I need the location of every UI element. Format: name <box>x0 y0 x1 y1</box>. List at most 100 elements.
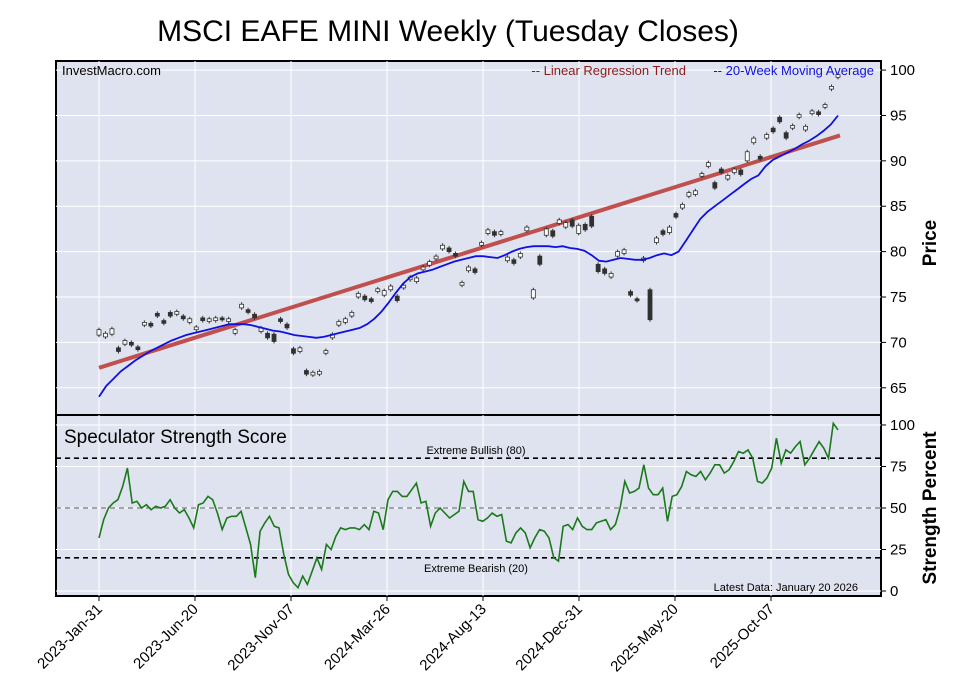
candle-body <box>213 317 219 321</box>
candle-body <box>530 289 536 299</box>
candle-body <box>751 137 757 144</box>
price-y-tick-label: 85 <box>890 198 907 215</box>
candle-body <box>323 350 329 354</box>
price-y-axis-label: Price <box>920 220 941 266</box>
candle-body <box>317 371 322 375</box>
candle-body <box>414 277 420 282</box>
candle-body <box>738 169 744 175</box>
candle-body <box>232 329 238 334</box>
score-y-axis-label: Strength Percent <box>920 431 941 585</box>
candle-body <box>816 111 821 115</box>
candle-body <box>297 347 303 352</box>
score-y-tick-label: 50 <box>890 500 907 517</box>
score-y-tick-label: 100 <box>890 417 915 434</box>
x-tick-label: 2023-Jan-31 <box>34 601 106 673</box>
candle-body <box>608 272 614 278</box>
moving-average-line <box>98 114 839 398</box>
candle-body <box>524 226 530 232</box>
candle-body <box>180 315 186 320</box>
candle-body <box>129 341 134 346</box>
score-panel-title: Speculator Strength Score <box>64 427 287 448</box>
candle-body <box>174 311 180 315</box>
score-y-ticks: 0 25 50 75 100 <box>881 417 915 600</box>
candle-body <box>699 173 705 177</box>
candle-body <box>485 229 491 234</box>
price-y-tick-label: 95 <box>890 107 907 124</box>
candle-body <box>284 323 290 329</box>
candle-body <box>680 204 685 209</box>
candle-body <box>712 182 718 189</box>
price-y-tick-label: 65 <box>890 380 907 397</box>
candle-body <box>673 213 679 218</box>
candle-body <box>342 318 348 323</box>
score-line <box>98 421 839 590</box>
legend-regression: -- Linear Regression Trend <box>531 63 686 78</box>
score-path <box>98 421 839 590</box>
candle-body <box>692 190 698 195</box>
candle-body <box>440 244 445 250</box>
candle-body <box>141 322 147 326</box>
candle-body <box>725 174 731 180</box>
candle-body <box>154 312 160 317</box>
candle-body <box>219 317 225 321</box>
candle-body <box>167 312 173 317</box>
candlesticks <box>96 72 841 378</box>
candle-body <box>394 295 400 302</box>
candle-body <box>504 256 510 262</box>
candle-body <box>472 268 478 273</box>
candle-body <box>517 253 523 258</box>
candle-body <box>226 318 232 322</box>
candle-body <box>349 312 355 317</box>
candle-body <box>109 328 115 335</box>
price-y-tick-label: 90 <box>890 153 907 170</box>
candle-body <box>621 249 627 254</box>
candle-body <box>265 332 270 339</box>
candle-body <box>161 320 167 324</box>
score-panel-background <box>55 414 882 597</box>
threshold-lines: Extreme Bullish (80) Extreme Bearish (20) <box>56 445 881 575</box>
x-tick-label: 2023-Jun-20 <box>130 601 202 673</box>
candle-body <box>829 86 834 90</box>
candle-body <box>511 259 517 264</box>
candle-body <box>790 125 796 129</box>
candle-body <box>148 322 154 327</box>
candle-body <box>576 224 582 234</box>
candle-body <box>543 228 549 236</box>
price-y-tick-label: 70 <box>890 334 907 351</box>
candle-body <box>187 318 193 323</box>
candle-body <box>433 255 439 260</box>
candle-body <box>589 215 595 227</box>
candle-body <box>777 116 783 123</box>
candle-body <box>628 291 633 296</box>
candle-body <box>602 268 608 274</box>
candle-body <box>310 371 316 376</box>
candle-body <box>200 317 206 321</box>
price-y-tick-label: 80 <box>890 244 907 261</box>
candle-body <box>239 303 245 309</box>
candle-body <box>498 231 504 235</box>
candle-body <box>595 263 601 272</box>
candle-body <box>660 230 666 235</box>
candle-body <box>563 222 569 228</box>
chart-title: MSCI EAFE MINI Weekly (Tuesday Closes) <box>157 15 739 48</box>
candle-body <box>252 313 257 319</box>
candle-body <box>206 318 212 322</box>
candle-body <box>537 255 543 265</box>
candle-body <box>362 295 368 301</box>
candle-body <box>278 318 283 322</box>
candle-body <box>355 292 361 298</box>
candle-body <box>122 340 128 345</box>
x-tick-label: 2025-Oct-07 <box>707 601 778 672</box>
candle-body <box>803 125 808 131</box>
candle-body <box>453 253 458 257</box>
threshold-label: Extreme Bearish (20) <box>424 563 528 575</box>
candle-body <box>427 261 433 266</box>
score-y-tick-label: 25 <box>890 542 907 559</box>
legend-moving-average: -- 20-Week Moving Average <box>713 63 874 78</box>
candle-body <box>271 333 277 342</box>
candle-body <box>647 289 653 321</box>
candle-body <box>764 134 770 139</box>
candle-body <box>135 346 141 351</box>
score-y-tick-label: 75 <box>890 458 907 475</box>
candle-body <box>556 219 562 224</box>
